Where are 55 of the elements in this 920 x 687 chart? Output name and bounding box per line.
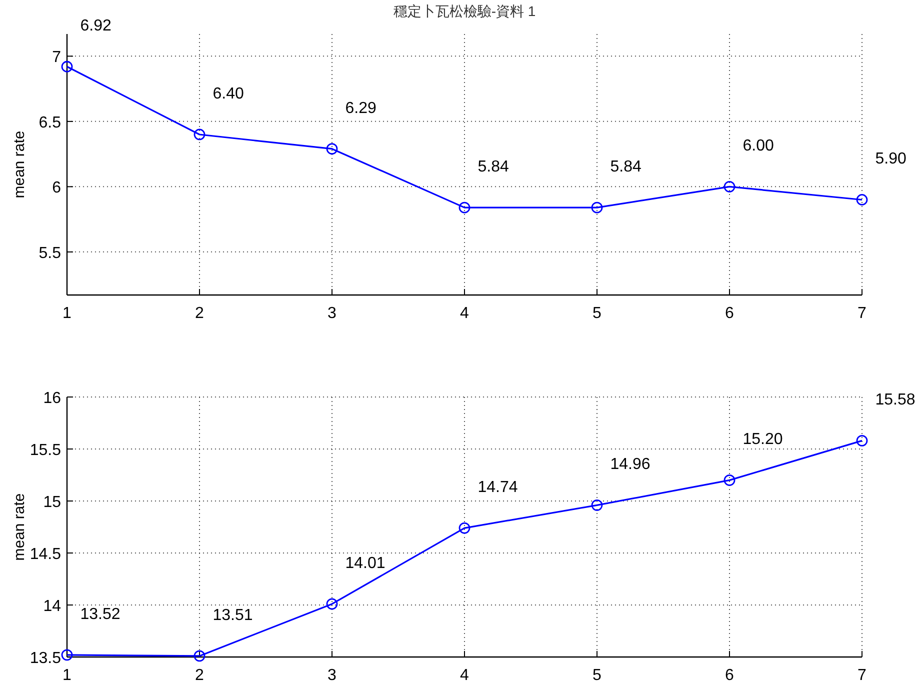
data-label: 5.84 <box>478 158 509 176</box>
x-tick-label: 4 <box>460 305 470 322</box>
data-label: 14.96 <box>610 456 650 474</box>
point <box>326 598 338 610</box>
point <box>458 522 470 534</box>
x-tick-label: 2 <box>195 667 204 684</box>
data-label: 15.58 <box>875 392 916 409</box>
y-axis-title: mean rate <box>11 130 28 198</box>
data-label: 6.92 <box>80 18 112 35</box>
point <box>591 202 603 214</box>
data-label: 6.40 <box>212 85 244 102</box>
x-tick-label: 6 <box>725 305 734 322</box>
point <box>194 650 206 662</box>
y-tick-label: 14.5 <box>30 546 62 563</box>
x-tick-label: 7 <box>858 667 867 684</box>
y-tick-label: 14 <box>43 598 62 615</box>
data-label: 5.84 <box>610 158 642 176</box>
data-label: 6.00 <box>742 138 774 155</box>
point <box>724 180 736 192</box>
x-tick-label: 6 <box>725 667 734 684</box>
x-tick-label: 5 <box>592 667 602 684</box>
point <box>194 128 206 140</box>
data-label: 13.52 <box>80 606 120 623</box>
y-tick-label: 6.5 <box>38 114 62 132</box>
y-tick-label: 15.5 <box>30 442 62 459</box>
data-label: 13.51 <box>212 606 253 624</box>
point <box>326 143 338 155</box>
point <box>61 60 73 72</box>
y-tick-label: 7 <box>52 49 62 66</box>
x-tick-label: 1 <box>62 305 72 322</box>
point <box>61 649 73 661</box>
data-label: 14.01 <box>345 554 386 572</box>
data-label: 15.20 <box>742 431 783 448</box>
point <box>724 474 736 486</box>
y-axis-title: mean rate <box>11 493 28 561</box>
y-tick-label: 13.5 <box>30 650 62 667</box>
x-tick-label: 3 <box>328 305 337 322</box>
x-tick-label: 4 <box>460 667 470 684</box>
x-tick-label: 5 <box>592 305 602 322</box>
y-tick-label: 15 <box>43 494 62 511</box>
x-tick-label: 7 <box>858 305 867 322</box>
x-tick-label: 1 <box>62 667 72 684</box>
point <box>856 434 868 446</box>
y-tick-label: 5.5 <box>38 244 62 262</box>
data-label: 5.90 <box>875 150 906 168</box>
chart-title: 穩定卜瓦松檢驗-資料 1 <box>393 3 536 19</box>
y-tick-label: 6 <box>52 180 62 197</box>
x-tick-label: 3 <box>328 667 337 684</box>
x-tick-label: 2 <box>195 305 204 322</box>
data-label: 14.74 <box>478 479 518 496</box>
point <box>856 194 868 206</box>
point <box>458 202 470 214</box>
data-label: 6.29 <box>345 100 376 117</box>
point <box>591 499 603 511</box>
y-tick-label: 16 <box>43 390 62 407</box>
